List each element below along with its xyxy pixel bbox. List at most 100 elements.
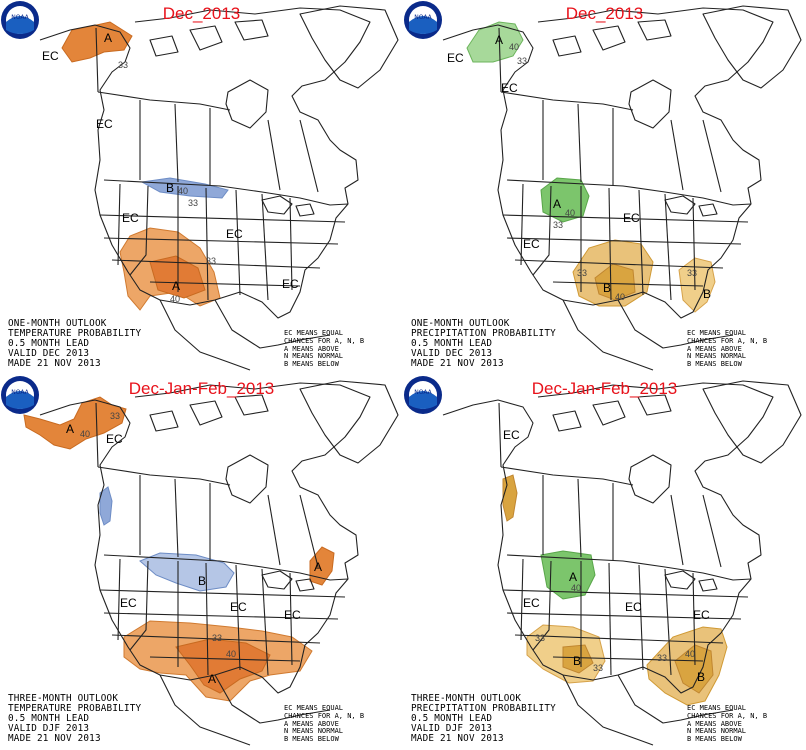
- ec-label: EC: [120, 596, 137, 610]
- outlook-description: ONE-MONTH OUTLOOK PRECIPITATION PROBABIL…: [411, 319, 556, 369]
- outlook-description: THREE-MONTH OUTLOOK PRECIPITATION PROBAB…: [411, 694, 556, 744]
- southern-tier-above-40-region: [175, 638, 271, 694]
- svg-text:NOAA: NOAA: [11, 389, 29, 396]
- outlook-description: ONE-MONTH OUTLOOK TEMPERATURE PROBABILIT…: [8, 319, 141, 369]
- outlook-made: MADE 21 NOV 2013: [8, 733, 101, 744]
- svg-text:NOAA: NOAA: [414, 14, 432, 21]
- probability-33-label: 33: [118, 60, 128, 70]
- outlook-variable: PRECIPITATION PROBABILITY: [411, 703, 556, 714]
- probability-40-label: 40: [80, 429, 90, 439]
- probability-33-label: 33: [577, 268, 587, 278]
- ec-label: EC: [42, 49, 59, 63]
- ec-label: EC: [625, 600, 642, 614]
- probability-40-label: 40: [571, 583, 581, 593]
- panel-title: Dec_2013: [565, 4, 644, 23]
- legend-key: EC MEANS EQUAL CHANCES FOR A, N, B A MEA…: [284, 704, 365, 744]
- outlook-lead: 0.5 MONTH LEAD: [8, 338, 90, 349]
- outlook-type: THREE-MONTH OUTLOOK: [411, 693, 522, 704]
- outlook-lead: 0.5 MONTH LEAD: [8, 713, 90, 724]
- ec-label: EC: [447, 51, 464, 65]
- new-england-above-region: [309, 546, 335, 586]
- outlook-made: MADE 21 NOV 2013: [8, 358, 101, 369]
- outlook-made: MADE 21 NOV 2013: [411, 358, 504, 369]
- outlook-valid: VALID DJF 2013: [411, 723, 493, 734]
- outlook-valid: VALID DJF 2013: [8, 723, 90, 734]
- northern-plains-below-region: [139, 552, 235, 592]
- ec-label: EC: [282, 277, 299, 291]
- panel-dec-temperature: EC A 33 EC B 40 33 EC EC 33 A 40 EC Dec_…: [0, 0, 403, 375]
- probability-40-label: 40: [565, 208, 575, 218]
- above-label: A: [208, 672, 216, 686]
- svg-text:NOAA: NOAA: [414, 389, 432, 396]
- noaa-logo-icon: NOAA: [404, 376, 442, 414]
- below-label: B: [198, 574, 206, 588]
- outlook-variable: TEMPERATURE PROBABILITY: [8, 703, 142, 714]
- north-america-basemap: [442, 380, 802, 746]
- probability-33-label: 33: [188, 198, 198, 208]
- ec-label: EC: [106, 432, 123, 446]
- outlook-type: THREE-MONTH OUTLOOK: [8, 693, 119, 704]
- ec-label: EC: [523, 237, 540, 251]
- probability-40-label: 40: [615, 292, 625, 302]
- map-djf-precipitation: EC A 40 EC EC EC 33 B 33 33 40 B: [442, 380, 802, 746]
- probability-40-label: 40: [170, 294, 180, 304]
- above-label: A: [569, 570, 577, 584]
- panel-title: Dec_2013: [162, 4, 241, 23]
- probability-33-label: 33: [593, 663, 603, 673]
- ec-label: EC: [523, 596, 540, 610]
- probability-33-label: 33: [553, 220, 563, 230]
- legend-key: EC MEANS EQUAL CHANCES FOR A, N, B A MEA…: [687, 329, 768, 369]
- map-dec-precipitation: EC A 40 33 EC A 40 33 EC EC 33 B 40 B 33: [442, 5, 802, 371]
- pacific-northwest-below-region: [502, 474, 518, 522]
- above-label: A: [553, 197, 561, 211]
- panel-title: Dec-Jan-Feb_2013: [128, 379, 275, 398]
- outlook-made: MADE 21 NOV 2013: [411, 733, 504, 744]
- ec-label: EC: [503, 428, 520, 442]
- probability-33-label: 33: [687, 268, 697, 278]
- ec-label: EC: [693, 608, 710, 622]
- alaska-above-region: [23, 396, 127, 450]
- ec-label: EC: [501, 81, 518, 95]
- probability-33-label: 33: [212, 633, 222, 643]
- outlook-lead: 0.5 MONTH LEAD: [411, 713, 493, 724]
- above-label: A: [172, 279, 180, 293]
- map-dec-temperature: EC A 33 EC B 40 33 EC EC 33 A 40 EC: [39, 5, 399, 371]
- above-label: A: [104, 31, 112, 45]
- probability-40-label: 40: [509, 42, 519, 52]
- ec-label: EC: [623, 211, 640, 225]
- outlook-lead: 0.5 MONTH LEAD: [411, 338, 493, 349]
- probability-33-label: 33: [535, 633, 545, 643]
- outlook-valid: VALID DEC 2013: [8, 348, 90, 359]
- below-label: B: [703, 287, 711, 301]
- noaa-logo-icon: NOAA: [1, 1, 39, 39]
- legend-key: EC MEANS EQUAL CHANCES FOR A, N, B A MEA…: [284, 329, 365, 369]
- panel-title: Dec-Jan-Feb_2013: [531, 379, 678, 398]
- outlook-type: ONE-MONTH OUTLOOK: [8, 318, 107, 329]
- ec-label: EC: [96, 117, 113, 131]
- outlook-description: THREE-MONTH OUTLOOK TEMPERATURE PROBABIL…: [8, 694, 141, 744]
- outlook-valid: VALID DEC 2013: [411, 348, 493, 359]
- probability-40-label: 40: [178, 186, 188, 196]
- above-label: A: [66, 422, 74, 436]
- above-label: A: [495, 33, 503, 47]
- southeast-below-region: [678, 257, 716, 313]
- map-djf-temperature: A 40 33 EC B A EC EC EC 33 40 A: [23, 380, 399, 746]
- ec-label: EC: [284, 608, 301, 622]
- below-label: B: [603, 281, 611, 295]
- probability-33-label: 33: [657, 653, 667, 663]
- northern-rockies-above-region: [540, 177, 590, 223]
- probability-40-label: 40: [226, 649, 236, 659]
- svg-text:NOAA: NOAA: [11, 14, 29, 21]
- ec-label: EC: [230, 600, 247, 614]
- ec-label: EC: [122, 211, 139, 225]
- noaa-logo-icon: NOAA: [404, 1, 442, 39]
- probability-40-label: 40: [685, 649, 695, 659]
- below-label: B: [166, 181, 174, 195]
- legend-key: EC MEANS EQUAL CHANCES FOR A, N, B A MEA…: [687, 704, 768, 744]
- noaa-logo-icon: NOAA: [1, 376, 39, 414]
- outlook-variable: TEMPERATURE PROBABILITY: [8, 328, 142, 339]
- ec-label: EC: [226, 227, 243, 241]
- panel-djf-temperature: A 40 33 EC B A EC EC EC 33 40 A Dec-Jan-…: [0, 375, 403, 750]
- probability-33-label: 33: [517, 56, 527, 66]
- outlook-variable: PRECIPITATION PROBABILITY: [411, 328, 556, 339]
